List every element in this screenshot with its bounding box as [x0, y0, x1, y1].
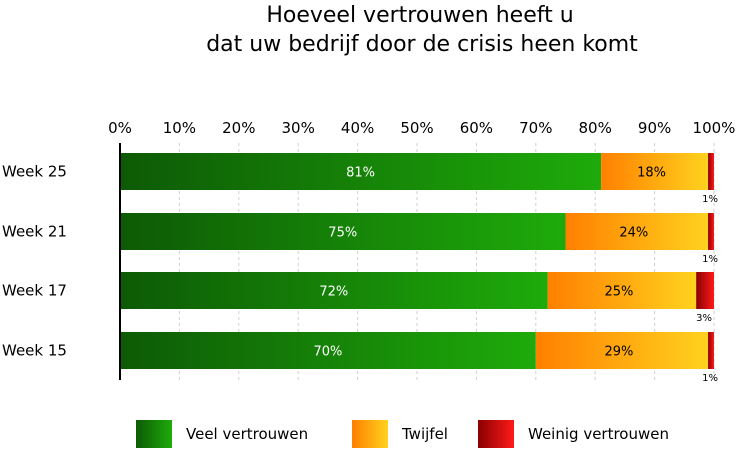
bar-segment [120, 153, 602, 190]
legend-swatch [478, 420, 514, 448]
bar-segment [708, 153, 714, 190]
bar-segment [120, 213, 566, 250]
bar-segment [547, 272, 697, 309]
bar-segment [708, 213, 714, 250]
legend-label: Weinig vertrouwen [528, 425, 669, 443]
data-label: 29% [604, 345, 633, 360]
data-label: 81% [346, 166, 375, 181]
category-label: Week 21 [2, 223, 67, 241]
data-label: 24% [619, 226, 648, 241]
legend-label: Veel vertrouwen [186, 425, 308, 443]
category-labels: Week 25 Week 21 Week 17 Week 15 [2, 163, 67, 360]
data-label: 72% [319, 285, 348, 300]
x-tick-label: 90% [638, 119, 671, 137]
bar-segment [565, 213, 709, 250]
bar-segment [708, 332, 714, 369]
category-label: Week 17 [2, 282, 67, 300]
x-tick-label: 80% [579, 119, 612, 137]
bar-segment [535, 332, 709, 369]
data-label: 1% [702, 254, 718, 265]
x-tick-label: 50% [400, 119, 433, 137]
x-tick-label: 0% [108, 119, 132, 137]
data-label: 3% [696, 313, 712, 324]
bar-segment [120, 272, 548, 309]
chart-title-line-1: Hoeveel vertrouwen heeft u [266, 3, 573, 28]
legend-label: Twijfel [401, 425, 448, 443]
category-label: Week 15 [2, 342, 67, 360]
x-tick-label: 100% [693, 119, 736, 137]
bar-segment [601, 153, 709, 190]
data-label: 1% [702, 194, 718, 205]
x-tick-label: 30% [282, 119, 315, 137]
bars: 81% 18% 1% 75% 24% 1% 72% 25% 3% 70% 29% 1% [120, 153, 718, 384]
x-tick-label: 10% [163, 119, 196, 137]
legend: Veel vertrouwen Twijfel Weinig vertrouwen [136, 420, 669, 448]
data-label: 75% [328, 226, 357, 241]
chart-title-line-2: dat uw bedrijf door de crisis heen komt [206, 32, 638, 57]
data-label: 70% [313, 345, 342, 360]
x-tick-label: 20% [222, 119, 255, 137]
x-tick-label: 70% [519, 119, 552, 137]
x-tick-label: 40% [341, 119, 374, 137]
bar-segment [696, 272, 714, 309]
legend-swatch [352, 420, 388, 448]
x-tick-label: 60% [460, 119, 493, 137]
x-axis-ticks: 0% 10% 20% 30% 40% 50% 60% 70% 80% 90% 100% [108, 119, 735, 137]
data-label: 18% [637, 166, 666, 181]
category-label: Week 25 [2, 163, 67, 181]
bar-segment [120, 332, 536, 369]
data-label: 1% [702, 373, 718, 384]
legend-swatch [136, 420, 172, 448]
data-label: 25% [604, 285, 633, 300]
